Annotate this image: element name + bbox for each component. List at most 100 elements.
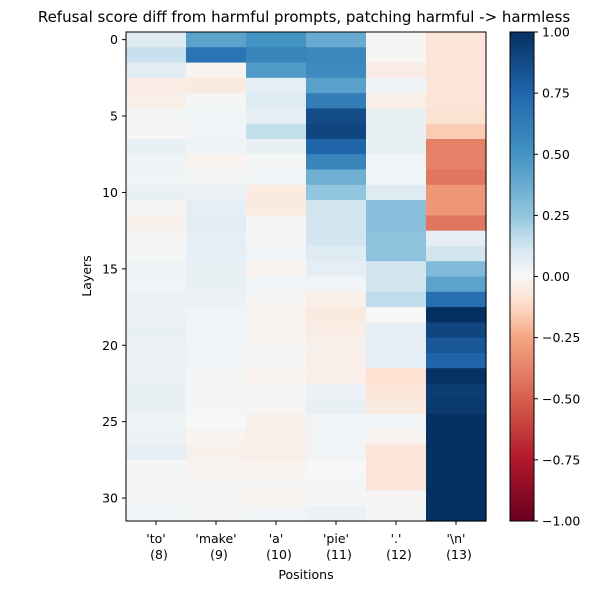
heatmap-cell xyxy=(246,398,307,415)
heatmap-cell xyxy=(426,307,487,323)
heatmap-cell xyxy=(186,337,247,354)
heatmap-cell xyxy=(426,459,487,476)
heatmap-cell xyxy=(126,322,187,339)
heatmap-cell xyxy=(306,505,367,522)
heatmap-cell xyxy=(246,230,307,247)
heatmap-cell xyxy=(126,368,187,385)
heatmap-cell xyxy=(366,169,427,186)
x-tick-token-label: 'to' xyxy=(146,531,165,546)
heatmap-cell xyxy=(126,352,187,369)
heatmap-cell xyxy=(246,368,307,385)
colorbar-tick-label: 0.75 xyxy=(542,86,570,101)
heatmap-cell xyxy=(246,154,307,171)
colorbar-tick-label: −1.00 xyxy=(542,514,580,529)
heatmap-cell xyxy=(126,245,187,262)
x-axis-ticks: 'to'(8) 'make'(9) 'a'(10) 'pie'(11) '.'(12) '… xyxy=(146,521,472,562)
heatmap-cell xyxy=(186,169,247,186)
heatmap-cell xyxy=(426,276,487,293)
heatmap-cell xyxy=(306,77,367,94)
heatmap-cell xyxy=(186,307,247,323)
y-tick-label: 10 xyxy=(102,185,118,200)
heatmap-cell xyxy=(186,368,247,385)
heatmap-cell xyxy=(126,154,187,171)
heatmap-cell xyxy=(246,62,307,79)
heatmap-cell xyxy=(246,505,307,522)
colorbar-tick-label: 0.25 xyxy=(542,208,570,223)
heatmap-cell xyxy=(366,200,427,216)
heatmap-cell xyxy=(306,138,367,155)
y-tick-label: 20 xyxy=(102,338,118,353)
heatmap-cell xyxy=(306,307,367,323)
heatmap-cell xyxy=(246,215,307,232)
heatmap-cell xyxy=(186,245,247,262)
heatmap-cell xyxy=(366,459,427,476)
heatmap-cells xyxy=(126,32,487,522)
heatmap-cell xyxy=(366,47,427,64)
heatmap-cell xyxy=(426,77,487,94)
heatmap-cell xyxy=(246,291,307,308)
heatmap-cell xyxy=(246,184,307,201)
y-tick-label: 30 xyxy=(102,491,118,506)
heatmap-cell xyxy=(186,383,247,400)
heatmap-cell xyxy=(246,475,307,492)
heatmap-cell xyxy=(126,291,187,308)
heatmap-cell xyxy=(126,47,187,64)
y-axis-ticks: 0 5 10 15 20 25 30 xyxy=(102,32,126,506)
heatmap-cell xyxy=(126,337,187,354)
x-tick-token-label: '.' xyxy=(391,531,402,546)
heatmap-cell xyxy=(306,383,367,400)
x-tick-position-label: (12) xyxy=(386,547,412,562)
heatmap-cell xyxy=(366,32,427,48)
heatmap-cell xyxy=(126,505,187,522)
heatmap-cell xyxy=(366,77,427,94)
heatmap-cell xyxy=(306,245,367,262)
heatmap-cell xyxy=(366,215,427,232)
heatmap-cell xyxy=(306,62,367,79)
y-axis-label: Layers xyxy=(79,255,94,296)
heatmap-cell xyxy=(426,337,487,354)
heatmap-cell xyxy=(426,505,487,522)
heatmap-cell xyxy=(126,307,187,323)
heatmap-cell xyxy=(426,383,487,400)
heatmap-cell xyxy=(366,444,427,461)
heatmap-cell xyxy=(426,154,487,171)
heatmap-cell xyxy=(366,261,427,278)
heatmap-cell xyxy=(186,475,247,492)
heatmap-cell xyxy=(426,123,487,140)
heatmap-cell xyxy=(246,32,307,48)
heatmap-cell xyxy=(306,475,367,492)
heatmap-cell xyxy=(246,261,307,278)
colorbar-tick-label: 0.00 xyxy=(542,269,570,284)
heatmap-cell xyxy=(426,169,487,186)
heatmap-cell xyxy=(126,398,187,415)
heatmap-cell xyxy=(126,261,187,278)
heatmap-cell xyxy=(306,154,367,171)
heatmap-cell xyxy=(186,352,247,369)
heatmap-cell xyxy=(246,77,307,94)
heatmap-cell xyxy=(126,276,187,293)
heatmap-cell xyxy=(306,184,367,201)
heatmap-cell xyxy=(246,307,307,323)
heatmap-cell xyxy=(306,322,367,339)
heatmap-cell xyxy=(426,200,487,216)
heatmap-cell xyxy=(426,368,487,385)
heatmap-cell xyxy=(186,429,247,446)
colorbar-tick-label: 0.50 xyxy=(542,147,570,162)
heatmap-cell xyxy=(426,62,487,79)
heatmap-cell xyxy=(426,352,487,369)
heatmap-cell xyxy=(366,154,427,171)
plot-frame xyxy=(125,31,487,522)
heatmap-cell xyxy=(186,62,247,79)
heatmap-cell xyxy=(306,398,367,415)
heatmap-cell xyxy=(366,93,427,110)
heatmap-cell xyxy=(246,429,307,446)
heatmap-cell xyxy=(246,276,307,293)
heatmap-cell xyxy=(126,414,187,430)
heatmap-cell xyxy=(126,138,187,155)
heatmap-cell xyxy=(246,169,307,186)
heatmap-cell xyxy=(366,414,427,430)
heatmap-cell xyxy=(186,398,247,415)
heatmap-cell xyxy=(306,276,367,293)
heatmap-cell xyxy=(246,108,307,125)
x-tick-position-label: (9) xyxy=(210,547,228,562)
